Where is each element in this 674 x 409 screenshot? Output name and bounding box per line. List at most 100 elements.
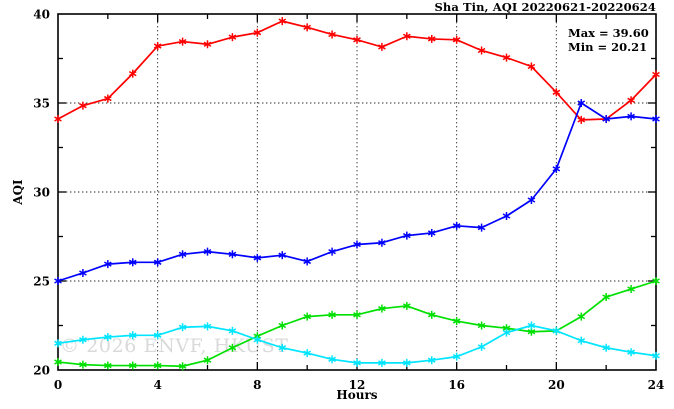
data-point-marker [228,250,237,259]
marker-stroke [203,248,212,255]
watermark: © 2026 ENVF, HKUST [60,335,289,357]
marker-stroke [577,100,586,106]
data-point-marker [103,94,112,103]
data-point-marker [303,257,312,266]
x-tick-label: 0 [54,378,62,392]
data-point-marker [652,70,660,79]
data-point-marker [627,285,635,294]
marker-stroke [303,350,312,356]
data-point-marker [178,250,187,259]
marker-stroke [452,37,461,43]
data-series-group [54,17,660,371]
series-series-red [54,17,660,124]
data-point-marker [203,322,212,331]
data-point-marker [303,23,312,32]
marker-stroke [527,63,536,70]
marker-stroke [303,313,312,320]
data-point-marker [103,333,112,342]
marker-stroke [153,362,162,369]
data-point-marker [278,251,287,260]
data-point-marker [303,312,312,321]
marker-stroke [577,337,586,344]
marker-stroke [627,113,635,119]
marker-stroke [427,312,436,318]
data-point-marker [353,358,361,367]
data-point-marker [652,351,660,360]
marker-stroke [228,345,237,351]
data-point-marker [128,69,137,78]
data-point-marker [353,240,361,249]
series-series-green [54,277,660,371]
marker-stroke [79,270,87,276]
data-point-marker [477,342,486,351]
marker-stroke [527,197,536,203]
data-point-marker [128,361,137,370]
data-point-marker [477,46,486,55]
marker-stroke [652,278,660,284]
marker-stroke [103,334,112,340]
data-point-marker [627,112,635,121]
data-point-marker [477,321,486,330]
x-tick-label: 16 [448,378,465,392]
chart-title: Sha Tin, AQI 20220621-20220624 [434,0,656,14]
data-point-marker [378,238,386,247]
marker-stroke [378,305,386,312]
marker-stroke [203,357,212,363]
marker-stroke [427,36,436,42]
data-point-marker [427,356,436,365]
min-value-label: Min = 20.21 [568,40,647,54]
marker-stroke [54,116,62,122]
marker-stroke [477,224,486,231]
marker-stroke [278,345,287,351]
marker-stroke [253,337,262,343]
data-point-marker [577,312,586,321]
series-series-blue [54,99,660,285]
marker-stroke [253,30,262,36]
data-point-marker [153,42,162,51]
data-point-marker [253,335,262,344]
data-point-marker [278,321,287,330]
marker-stroke [353,312,361,318]
data-point-marker [79,101,87,110]
marker-stroke [228,251,237,257]
data-point-marker [427,228,436,237]
marker-stroke [402,303,411,309]
data-point-marker [402,231,411,240]
data-point-marker [79,360,87,369]
marker-stroke [128,332,137,338]
x-axis-title: Hours [336,388,377,402]
data-point-marker [577,115,586,124]
data-point-marker [527,321,536,330]
marker-stroke [79,362,87,368]
marker-stroke [178,363,187,369]
data-point-marker [627,96,635,105]
marker-stroke [577,117,586,123]
marker-stroke [54,359,62,365]
marker-stroke [452,223,461,229]
marker-stroke [353,37,361,43]
marker-stroke [477,47,486,54]
data-point-marker [54,115,62,124]
data-point-marker [203,247,212,256]
marker-stroke [203,41,212,47]
marker-stroke [153,259,162,265]
marker-stroke [303,258,312,265]
marker-stroke [602,294,611,300]
x-tick-label: 24 [648,378,665,392]
marker-stroke [652,71,660,78]
marker-stroke [79,103,87,109]
watermark-text: © 2026 ENVF, HKUST [60,335,289,357]
marker-stroke [627,286,635,292]
data-point-marker [178,37,187,46]
data-point-marker [278,343,287,352]
data-point-marker [153,258,162,267]
marker-stroke [378,44,386,50]
data-point-marker [378,358,386,367]
data-point-marker [54,339,62,348]
data-point-marker [627,348,635,357]
marker-stroke [153,332,162,338]
marker-stroke [552,328,561,334]
marker-stroke [402,360,411,366]
